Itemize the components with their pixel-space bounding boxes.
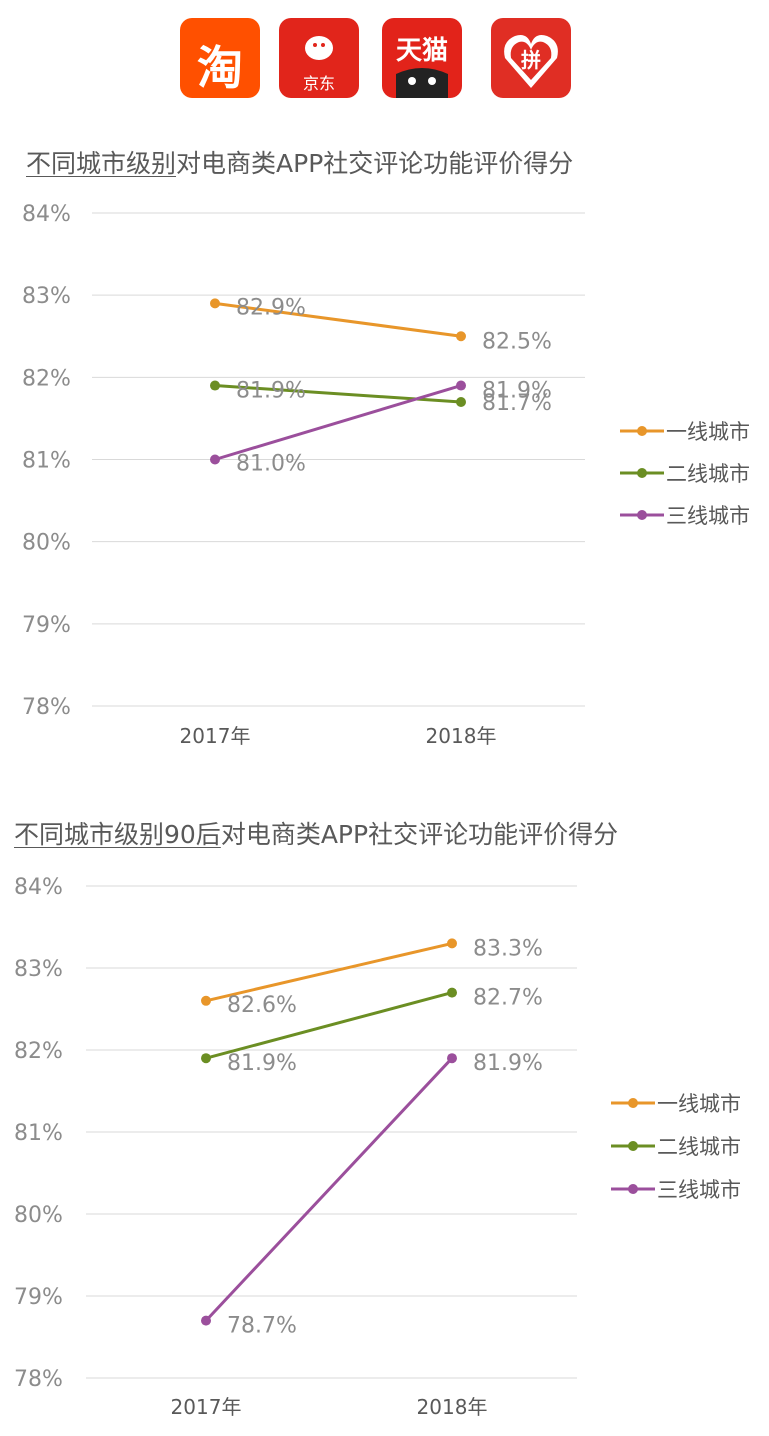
chart2-y-tick-label: 81%	[14, 1121, 63, 1146]
chart2-data-point	[201, 1315, 211, 1326]
chart2-legend-label: 一线城市	[657, 1092, 741, 1116]
chart1-data-point	[456, 380, 466, 391]
chart2-x-tick-label: 2018年	[417, 1395, 488, 1419]
chart1-svg: 84% 83% 82% 81% 80% 79% 78% 2017年 2018年 82.9% 82.5…	[22, 202, 750, 748]
chart1-legend-marker	[637, 426, 647, 436]
chart1-data-label: 81.0%	[236, 452, 306, 477]
chart2-data-point	[201, 1053, 211, 1064]
chart2-data-point	[447, 938, 457, 949]
chart1-y-tick-label: 81%	[22, 449, 71, 474]
pdd-heart-icon	[504, 35, 558, 88]
chart1-x-tick-label: 2018年	[426, 724, 497, 748]
jd-logo-icon: 京东	[279, 18, 359, 98]
chart2-legend-marker	[628, 1184, 638, 1194]
chart1-legend-marker	[637, 510, 647, 520]
chart1-legend-label: 二线城市	[666, 462, 750, 486]
chart2-y-tick-label: 78%	[14, 1367, 63, 1392]
jd-dog-icon	[305, 36, 333, 60]
chart1-legend-marker	[637, 468, 647, 478]
chart2-data-point	[447, 987, 457, 998]
chart2-legend-marker	[628, 1098, 638, 1108]
chart1-legend-label: 三线城市	[666, 504, 750, 528]
chart2-y-tick-label: 80%	[14, 1203, 63, 1228]
chart1-y-tick-label: 83%	[22, 284, 71, 309]
chart2-series-line	[204, 1057, 454, 1322]
chart1-series-line	[214, 384, 462, 461]
chart2-y-tick-label: 82%	[14, 1039, 63, 1064]
chart1-data-label: 82.9%	[236, 295, 306, 320]
chart2-y-tick-label: 79%	[14, 1285, 63, 1310]
chart2-legend-label: 二线城市	[657, 1135, 741, 1159]
chart2-data-label: 81.9%	[473, 1051, 543, 1076]
chart2-data-point	[201, 995, 211, 1006]
tmall-logo-icon: 天猫	[382, 18, 462, 98]
chart1-data-point	[210, 454, 220, 465]
chart1-data-label: 81.9%	[236, 379, 306, 404]
chart2-data-label: 78.7%	[227, 1314, 297, 1339]
chart2-legend-marker	[628, 1141, 638, 1151]
chart2-y-tick-label: 83%	[14, 957, 63, 982]
chart1-data-label: 81.9%	[482, 379, 552, 404]
taobao-logo-icon: 淘	[180, 18, 260, 98]
chart1-legend-label: 一线城市	[666, 420, 750, 444]
chart2-data-label: 82.7%	[473, 986, 543, 1011]
chart1-y-tick-label: 82%	[22, 366, 71, 391]
chart2-series-line	[205, 991, 453, 1060]
chart2-y-tick-label: 84%	[14, 875, 63, 900]
tmall-cat-icon	[396, 68, 448, 98]
app-logos-row: 淘 京东 天猫 拼	[0, 0, 769, 110]
chart1-y-tick-label: 79%	[22, 613, 71, 638]
chart1-data-point	[456, 331, 466, 342]
chart1-data-label: 82.5%	[482, 329, 552, 354]
chart2-data-label: 81.9%	[227, 1051, 297, 1076]
chart1-series-line	[214, 301, 462, 338]
pinduoduo-logo-icon: 拼	[491, 18, 571, 98]
chart1-data-point	[456, 396, 466, 407]
chart2-title: 不同城市级别90后对电商类APP社交评论功能评价得分	[14, 820, 619, 849]
chart2-x-tick-label: 2017年	[171, 1395, 242, 1419]
chart1-y-tick-label: 78%	[22, 695, 71, 720]
chart1-x-tick-label: 2017年	[180, 724, 251, 748]
chart1-title: 不同城市级别对电商类APP社交评论功能评价得分	[26, 149, 574, 178]
chart2-series-line	[205, 941, 453, 1003]
chart2-data-label: 83.3%	[473, 936, 543, 961]
chart1-data-label: 81.7%	[482, 391, 552, 416]
chart1-data-point	[210, 380, 220, 391]
chart1-data-point	[210, 298, 220, 309]
chart1-y-tick-label: 80%	[22, 531, 71, 556]
chart1-y-tick-label: 84%	[22, 202, 71, 227]
chart2-legend-label: 三线城市	[657, 1178, 741, 1202]
chart2-data-point	[447, 1053, 457, 1064]
chart2-data-label: 82.6%	[227, 993, 297, 1018]
